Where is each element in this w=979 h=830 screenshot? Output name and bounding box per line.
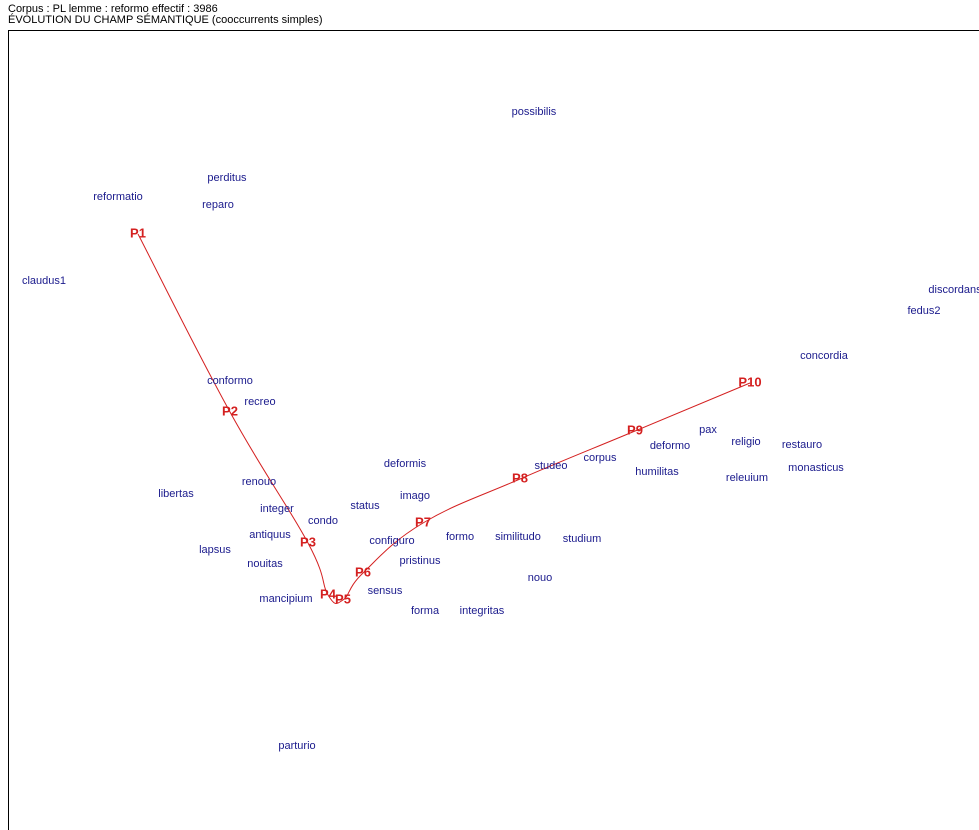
- period-label-P7: P7: [415, 514, 431, 529]
- word-label-restauro: restauro: [782, 439, 822, 451]
- word-label-sensus: sensus: [368, 585, 403, 597]
- word-label-concordia: concordia: [800, 350, 849, 362]
- word-label-parturio: parturio: [278, 740, 315, 752]
- word-label-recreo: recreo: [244, 396, 275, 408]
- word-label-releuium: releuium: [726, 472, 768, 484]
- word-label-deformo: deformo: [650, 440, 690, 452]
- word-label-status: status: [350, 500, 380, 512]
- word-label-deformis: deformis: [384, 458, 427, 470]
- word-label-reformatio: reformatio: [93, 191, 143, 203]
- word-label-lapsus: lapsus: [199, 544, 231, 556]
- words-layer: possibilis perditus reformatio reparo claudu…: [22, 106, 979, 752]
- word-label-fedus2: fedus2: [907, 305, 940, 317]
- plot-frame: [8, 30, 979, 830]
- word-label-studium: studium: [563, 533, 602, 545]
- word-label-conformo: conformo: [207, 375, 253, 387]
- period-label-P4: P4: [320, 586, 337, 601]
- corpus-info: Corpus : PL lemme : reformo effectif : 3…: [8, 3, 218, 15]
- word-label-formo: formo: [446, 531, 474, 543]
- word-label-configuro: configuro: [369, 535, 414, 547]
- word-label-integritas: integritas: [460, 605, 505, 617]
- word-label-imago: imago: [400, 490, 430, 502]
- periods-layer: P1 P2 P3 P4 P5 P6 P7 P8 P9 P10: [130, 225, 762, 606]
- word-label-integer: integer: [260, 503, 294, 515]
- word-label-nouo: nouo: [528, 572, 552, 584]
- word-label-pax: pax: [699, 424, 717, 436]
- period-label-P8: P8: [512, 470, 528, 485]
- period-label-P3: P3: [300, 534, 316, 549]
- word-label-perditus: perditus: [207, 172, 247, 184]
- word-label-condo: condo: [308, 515, 338, 527]
- word-label-pristinus: pristinus: [400, 555, 441, 567]
- word-label-corpus: corpus: [583, 452, 617, 464]
- word-label-similitudo: similitudo: [495, 531, 541, 543]
- word-label-possibilis: possibilis: [512, 106, 557, 118]
- word-label-studeo: studeo: [534, 460, 567, 472]
- period-label-P1: P1: [130, 225, 146, 240]
- period-label-P10: P10: [738, 374, 761, 389]
- period-label-P6: P6: [355, 564, 371, 579]
- word-label-renouo: renouo: [242, 476, 276, 488]
- word-label-discordans: discordans: [928, 284, 979, 296]
- word-label-nouitas: nouitas: [247, 558, 283, 570]
- trajectory-layer: [137, 233, 751, 604]
- word-label-antiquus: antiquus: [249, 529, 291, 541]
- word-label-claudus1: claudus1: [22, 275, 66, 287]
- period-label-P9: P9: [627, 422, 643, 437]
- word-label-reparo: reparo: [202, 199, 234, 211]
- word-label-forma: forma: [411, 605, 440, 617]
- word-label-mancipium: mancipium: [259, 593, 312, 605]
- chart-title: ÉVOLUTION DU CHAMP SÉMANTIQUE (cooccurre…: [8, 14, 323, 26]
- chart-header: Corpus : PL lemme : reformo effectif : 3…: [8, 4, 323, 26]
- trajectory-line: [137, 233, 751, 604]
- word-label-monasticus: monasticus: [788, 462, 844, 474]
- word-label-libertas: libertas: [158, 488, 194, 500]
- word-label-humilitas: humilitas: [635, 466, 679, 478]
- period-label-P2: P2: [222, 403, 238, 418]
- word-label-religio: religio: [731, 436, 760, 448]
- period-label-P5: P5: [335, 591, 351, 606]
